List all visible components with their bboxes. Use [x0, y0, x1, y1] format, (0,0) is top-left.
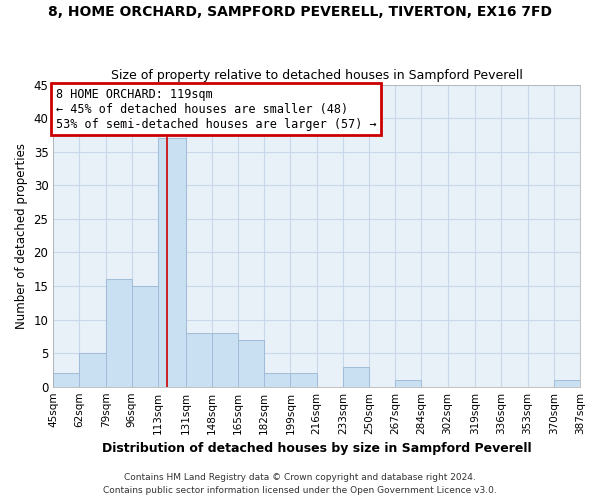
Bar	[238, 340, 264, 386]
Text: 8, HOME ORCHARD, SAMPFORD PEVERELL, TIVERTON, EX16 7FD: 8, HOME ORCHARD, SAMPFORD PEVERELL, TIVE…	[48, 5, 552, 19]
Y-axis label: Number of detached properties: Number of detached properties	[15, 142, 28, 328]
Bar	[53, 374, 79, 386]
Bar	[132, 286, 158, 386]
X-axis label: Distribution of detached houses by size in Sampford Peverell: Distribution of detached houses by size …	[102, 442, 532, 455]
Bar	[264, 374, 290, 386]
Bar	[290, 374, 317, 386]
Text: Contains HM Land Registry data © Crown copyright and database right 2024.
Contai: Contains HM Land Registry data © Crown c…	[103, 474, 497, 495]
Title: Size of property relative to detached houses in Sampford Peverell: Size of property relative to detached ho…	[111, 69, 523, 82]
Bar	[212, 333, 238, 386]
Bar	[343, 366, 369, 386]
Text: 8 HOME ORCHARD: 119sqm
← 45% of detached houses are smaller (48)
53% of semi-det: 8 HOME ORCHARD: 119sqm ← 45% of detached…	[56, 88, 377, 130]
Bar	[395, 380, 421, 386]
Bar	[158, 138, 186, 386]
Bar	[79, 353, 106, 386]
Bar	[186, 333, 212, 386]
Bar	[554, 380, 580, 386]
Bar	[106, 280, 132, 386]
